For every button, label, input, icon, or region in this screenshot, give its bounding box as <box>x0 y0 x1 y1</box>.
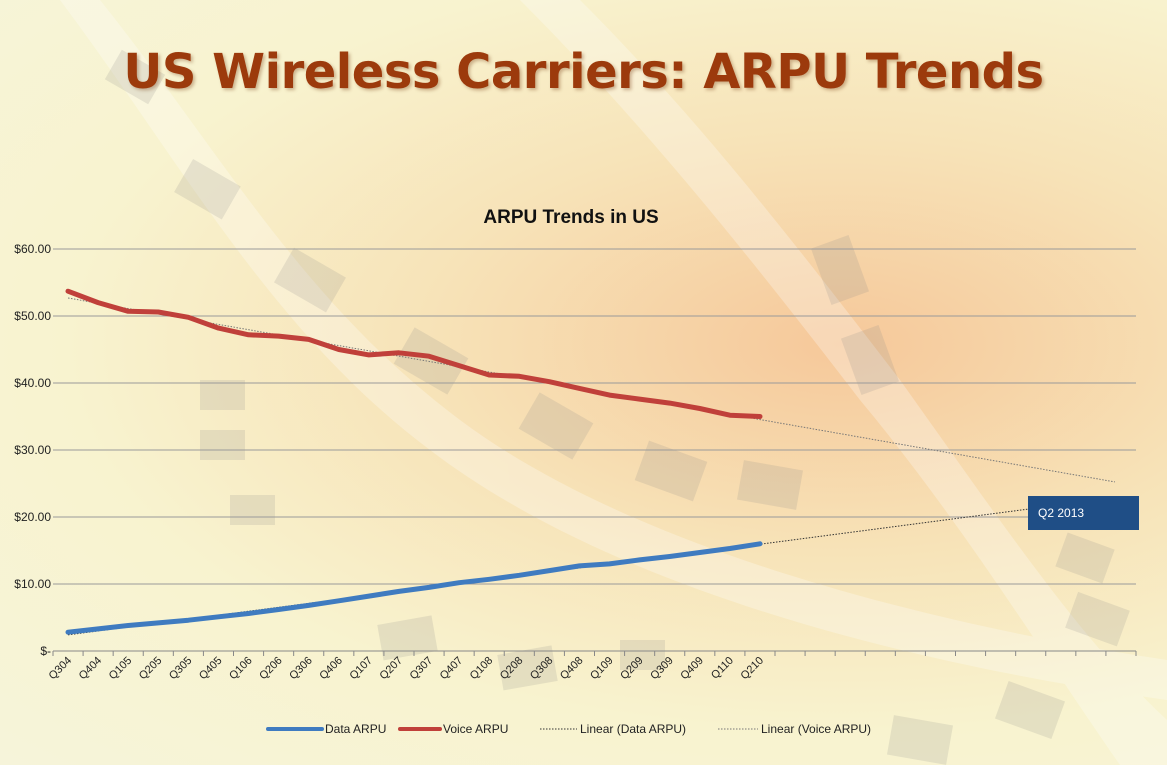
gridlines <box>52 248 1137 656</box>
q2-2013-callout: Q2 2013 <box>1028 496 1139 530</box>
y-tick-label: $20.00 <box>14 510 51 524</box>
series-lines <box>65 288 763 635</box>
x-tick-label: Q109 <box>588 655 616 683</box>
x-tick-label: Q308 <box>528 655 556 683</box>
x-tick-label: Q105 <box>107 655 135 683</box>
x-tick-label: Q206 <box>257 655 285 683</box>
legend-label-linear-data-arpu: Linear (Data ARPU) <box>580 722 686 736</box>
x-tick-label: Q408 <box>558 655 586 683</box>
y-axis-ticks: $- $10.00 $20.00 $30.00 $40.00 $50.00 $60.00 <box>14 242 51 658</box>
y-tick-label: $40.00 <box>14 376 51 390</box>
x-tick-label: Q306 <box>287 655 315 683</box>
x-tick-label: Q205 <box>137 655 165 683</box>
x-tick-label: Q108 <box>468 655 496 683</box>
y-tick-label: $- <box>40 644 51 658</box>
x-tick-label: Q110 <box>709 655 736 682</box>
x-tick-label: Q409 <box>678 655 706 683</box>
x-tick-label: Q407 <box>438 655 466 683</box>
trendline-data-arpu <box>67 497 1116 636</box>
legend-label-linear-voice-arpu: Linear (Voice ARPU) <box>761 722 871 736</box>
legend-label-data-arpu: Data ARPU <box>325 722 386 736</box>
slide-title: US Wireless Carriers: ARPU Trends <box>123 44 1044 100</box>
chart-title: ARPU Trends in US <box>483 207 658 228</box>
y-tick-label: $60.00 <box>14 242 51 256</box>
x-tick-label: Q405 <box>197 655 225 683</box>
x-tick-label: Q208 <box>498 655 526 683</box>
x-tick-label: Q304 <box>47 655 75 683</box>
x-tick-label: Q406 <box>317 655 345 683</box>
legend: Data ARPU Voice ARPU Linear (Data ARPU) Lin… <box>266 722 871 736</box>
series-line-data-arpu <box>65 541 763 635</box>
x-tick-label: Q207 <box>378 655 406 683</box>
y-tick-label: $50.00 <box>14 309 51 323</box>
series-line-voice-arpu <box>65 288 763 419</box>
x-tick-label: Q107 <box>347 655 375 683</box>
x-tick-label: Q404 <box>77 655 105 683</box>
x-tick-label: Q305 <box>167 655 195 683</box>
x-tick-label: Q307 <box>408 655 436 683</box>
x-tick-label: Q210 <box>739 655 767 683</box>
y-tick-label: $30.00 <box>14 443 51 457</box>
x-tick-label: Q106 <box>227 655 255 683</box>
y-tick-label: $10.00 <box>14 577 51 591</box>
x-tick-label: Q209 <box>618 655 646 683</box>
x-axis-ticks: Q304 Q404 Q105 Q205 Q305 Q405 Q106 Q206 Q306 Q406… <box>47 655 766 683</box>
legend-label-voice-arpu: Voice ARPU <box>443 722 508 736</box>
x-tick-label: Q309 <box>648 655 676 683</box>
